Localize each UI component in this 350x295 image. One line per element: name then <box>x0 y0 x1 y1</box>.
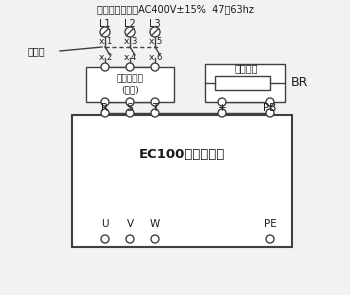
Text: x: x <box>99 37 104 47</box>
Text: 2: 2 <box>106 53 111 61</box>
Text: x: x <box>124 53 129 61</box>
Circle shape <box>101 109 109 117</box>
Text: 3: 3 <box>131 37 136 47</box>
Circle shape <box>218 109 226 117</box>
Circle shape <box>101 235 109 243</box>
Circle shape <box>151 109 159 117</box>
Circle shape <box>266 98 274 106</box>
Text: L3: L3 <box>149 19 161 29</box>
Bar <box>205 64 285 102</box>
Text: x: x <box>149 37 154 47</box>
Text: U: U <box>101 219 109 229</box>
Text: x: x <box>99 53 104 61</box>
Circle shape <box>100 27 110 37</box>
Text: BR: BR <box>291 76 308 89</box>
Circle shape <box>266 109 274 117</box>
Text: L1: L1 <box>99 19 111 29</box>
Circle shape <box>151 235 159 243</box>
Text: 输入滤波器
(选配): 输入滤波器 (选配) <box>117 75 144 94</box>
Circle shape <box>126 63 134 71</box>
Text: PB: PB <box>263 103 277 113</box>
Circle shape <box>126 109 134 117</box>
Text: +: + <box>218 103 226 113</box>
Bar <box>72 115 292 247</box>
Text: W: W <box>150 219 160 229</box>
Circle shape <box>151 63 159 71</box>
Bar <box>86 67 174 102</box>
Circle shape <box>151 98 159 106</box>
Circle shape <box>125 27 135 37</box>
Text: 5: 5 <box>156 37 161 47</box>
Text: x: x <box>124 37 129 47</box>
Text: R: R <box>102 103 108 113</box>
Circle shape <box>126 235 134 243</box>
Circle shape <box>101 98 109 106</box>
Circle shape <box>126 98 134 106</box>
Text: 4: 4 <box>131 53 136 61</box>
Text: 三相电源输入：AC400V±15%  47～63hz: 三相电源输入：AC400V±15% 47～63hz <box>97 4 253 14</box>
Bar <box>215 76 270 90</box>
Text: 1: 1 <box>106 37 111 47</box>
Circle shape <box>101 63 109 71</box>
Circle shape <box>266 235 274 243</box>
Text: L2: L2 <box>124 19 136 29</box>
Circle shape <box>150 27 160 37</box>
Text: EC100智能整体机: EC100智能整体机 <box>139 148 225 161</box>
Text: PE: PE <box>264 219 276 229</box>
Text: 6: 6 <box>156 53 161 61</box>
Text: 制动电阻: 制动电阻 <box>234 63 258 73</box>
Text: 断路器: 断路器 <box>28 46 46 56</box>
Text: T: T <box>152 103 158 113</box>
Circle shape <box>218 98 226 106</box>
Text: x: x <box>149 53 154 61</box>
Text: S: S <box>127 103 133 113</box>
Text: V: V <box>126 219 134 229</box>
